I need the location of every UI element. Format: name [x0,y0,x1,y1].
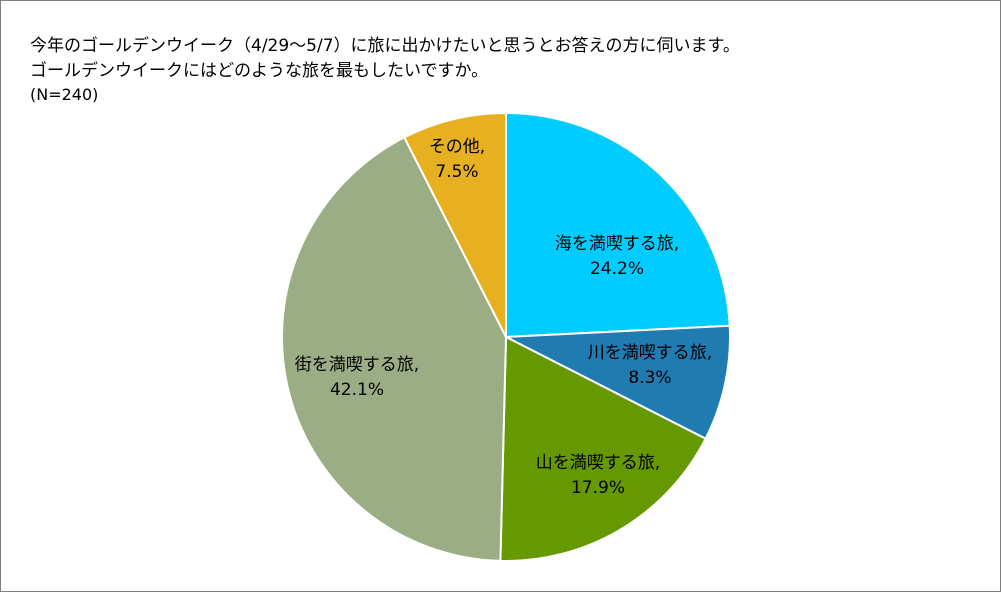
slice-percent-label-5: 7.5% [435,162,478,182]
pie-slice-5 [402,111,507,338]
pie-slice-3 [499,335,707,562]
slice-label-2: 川を満喫する旅, [588,343,712,363]
slice-percent-label-1: 24.2% [590,259,644,279]
slice-percent-label-3: 17.9% [571,478,625,498]
sample-size-label: (N=240) [30,85,99,104]
slice-label-5: その他, [429,137,485,157]
slice-label-3: 山を満喫する旅, [536,453,660,473]
slice-label-4: 街を満喫する旅, [295,355,419,375]
pie-slice-4 [280,136,508,562]
title-line-1: 今年のゴールデンウイーク（4/29〜5/7）に旅に出かけたいと思うとお答えの方に… [30,36,740,56]
slice-percent-label-4: 42.1% [330,380,384,400]
pie-slice-1 [505,111,731,339]
chart-title: 今年のゴールデンウイーク（4/29〜5/7）に旅に出かけたいと思うとお答えの方に… [30,34,740,106]
slice-percent-label-2: 8.3% [628,368,671,388]
pie-slice-2 [502,324,732,441]
slice-label-1: 海を満喫する旅, [555,234,679,254]
title-line-2: ゴールデンウイークにはどのような旅を最もしたいですか。 [30,61,489,81]
